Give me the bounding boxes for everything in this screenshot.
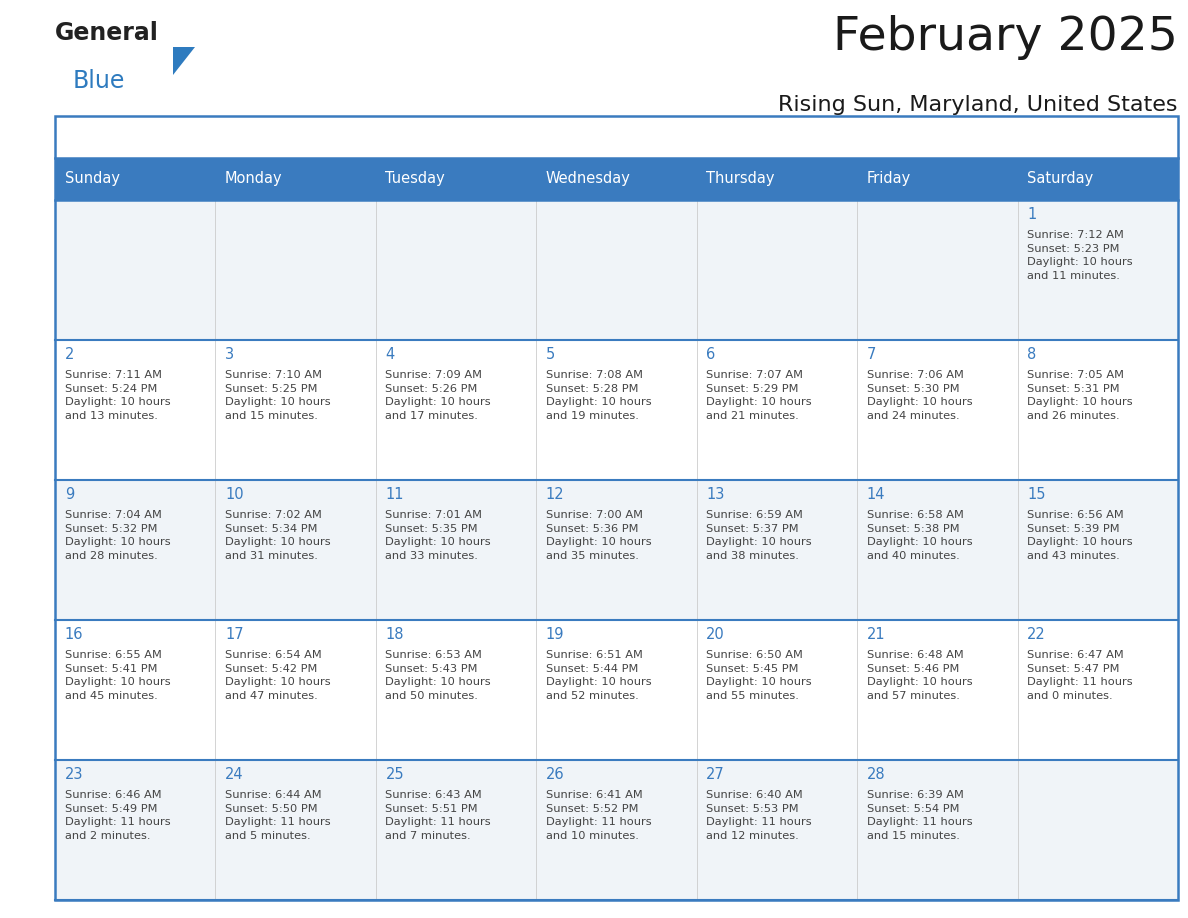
Text: Sunrise: 7:06 AM
Sunset: 5:30 PM
Daylight: 10 hours
and 24 minutes.: Sunrise: 7:06 AM Sunset: 5:30 PM Dayligh… — [867, 370, 973, 420]
Text: 27: 27 — [707, 767, 725, 782]
Text: Sunrise: 6:40 AM
Sunset: 5:53 PM
Daylight: 11 hours
and 12 minutes.: Sunrise: 6:40 AM Sunset: 5:53 PM Dayligh… — [707, 790, 811, 841]
Text: Sunrise: 7:05 AM
Sunset: 5:31 PM
Daylight: 10 hours
and 26 minutes.: Sunrise: 7:05 AM Sunset: 5:31 PM Dayligh… — [1028, 370, 1133, 420]
Text: Sunrise: 6:41 AM
Sunset: 5:52 PM
Daylight: 11 hours
and 10 minutes.: Sunrise: 6:41 AM Sunset: 5:52 PM Dayligh… — [546, 790, 651, 841]
Text: 13: 13 — [707, 487, 725, 502]
Text: 8: 8 — [1028, 347, 1036, 362]
Bar — [55, 340, 1178, 480]
Text: Sunrise: 6:55 AM
Sunset: 5:41 PM
Daylight: 10 hours
and 45 minutes.: Sunrise: 6:55 AM Sunset: 5:41 PM Dayligh… — [64, 650, 170, 700]
Text: 3: 3 — [225, 347, 234, 362]
Text: Sunrise: 7:08 AM
Sunset: 5:28 PM
Daylight: 10 hours
and 19 minutes.: Sunrise: 7:08 AM Sunset: 5:28 PM Dayligh… — [546, 370, 651, 420]
Text: 10: 10 — [225, 487, 244, 502]
Text: 28: 28 — [867, 767, 885, 782]
Bar — [55, 158, 215, 200]
Text: 15: 15 — [1028, 487, 1045, 502]
Text: 25: 25 — [385, 767, 404, 782]
Text: Monday: Monday — [225, 172, 283, 186]
Text: Sunrise: 7:09 AM
Sunset: 5:26 PM
Daylight: 10 hours
and 17 minutes.: Sunrise: 7:09 AM Sunset: 5:26 PM Dayligh… — [385, 370, 491, 420]
Text: Sunrise: 6:46 AM
Sunset: 5:49 PM
Daylight: 11 hours
and 2 minutes.: Sunrise: 6:46 AM Sunset: 5:49 PM Dayligh… — [64, 790, 170, 841]
Text: 26: 26 — [546, 767, 564, 782]
Bar — [55, 200, 1178, 340]
Bar — [215, 158, 375, 200]
Bar — [1018, 158, 1178, 200]
Text: 5: 5 — [546, 347, 555, 362]
Text: 19: 19 — [546, 627, 564, 642]
Bar — [55, 116, 1178, 900]
Text: 11: 11 — [385, 487, 404, 502]
Text: Sunrise: 7:02 AM
Sunset: 5:34 PM
Daylight: 10 hours
and 31 minutes.: Sunrise: 7:02 AM Sunset: 5:34 PM Dayligh… — [225, 510, 330, 561]
Text: 20: 20 — [707, 627, 725, 642]
Text: 4: 4 — [385, 347, 394, 362]
Text: Sunrise: 6:54 AM
Sunset: 5:42 PM
Daylight: 10 hours
and 47 minutes.: Sunrise: 6:54 AM Sunset: 5:42 PM Dayligh… — [225, 650, 330, 700]
Text: 7: 7 — [867, 347, 876, 362]
Text: Sunrise: 7:11 AM
Sunset: 5:24 PM
Daylight: 10 hours
and 13 minutes.: Sunrise: 7:11 AM Sunset: 5:24 PM Dayligh… — [64, 370, 170, 420]
Bar — [55, 620, 1178, 760]
Text: Blue: Blue — [72, 69, 126, 93]
Text: 22: 22 — [1028, 627, 1045, 642]
Text: Sunrise: 6:44 AM
Sunset: 5:50 PM
Daylight: 11 hours
and 5 minutes.: Sunrise: 6:44 AM Sunset: 5:50 PM Dayligh… — [225, 790, 330, 841]
Text: Sunrise: 6:53 AM
Sunset: 5:43 PM
Daylight: 10 hours
and 50 minutes.: Sunrise: 6:53 AM Sunset: 5:43 PM Dayligh… — [385, 650, 491, 700]
Text: Wednesday: Wednesday — [546, 172, 631, 186]
Text: Sunrise: 6:56 AM
Sunset: 5:39 PM
Daylight: 10 hours
and 43 minutes.: Sunrise: 6:56 AM Sunset: 5:39 PM Dayligh… — [1028, 510, 1133, 561]
Bar — [55, 480, 1178, 620]
Text: Tuesday: Tuesday — [385, 172, 446, 186]
Text: 14: 14 — [867, 487, 885, 502]
Text: February 2025: February 2025 — [833, 15, 1178, 60]
Text: Sunrise: 7:12 AM
Sunset: 5:23 PM
Daylight: 10 hours
and 11 minutes.: Sunrise: 7:12 AM Sunset: 5:23 PM Dayligh… — [1028, 230, 1133, 281]
Text: 16: 16 — [64, 627, 83, 642]
Text: 2: 2 — [64, 347, 74, 362]
Text: Sunrise: 7:00 AM
Sunset: 5:36 PM
Daylight: 10 hours
and 35 minutes.: Sunrise: 7:00 AM Sunset: 5:36 PM Dayligh… — [546, 510, 651, 561]
Bar — [858, 158, 1018, 200]
Text: Sunrise: 6:43 AM
Sunset: 5:51 PM
Daylight: 11 hours
and 7 minutes.: Sunrise: 6:43 AM Sunset: 5:51 PM Dayligh… — [385, 790, 491, 841]
Text: Sunrise: 7:10 AM
Sunset: 5:25 PM
Daylight: 10 hours
and 15 minutes.: Sunrise: 7:10 AM Sunset: 5:25 PM Dayligh… — [225, 370, 330, 420]
Text: Sunrise: 6:39 AM
Sunset: 5:54 PM
Daylight: 11 hours
and 15 minutes.: Sunrise: 6:39 AM Sunset: 5:54 PM Dayligh… — [867, 790, 973, 841]
Text: 9: 9 — [64, 487, 74, 502]
Text: 23: 23 — [64, 767, 83, 782]
Text: Sunrise: 7:07 AM
Sunset: 5:29 PM
Daylight: 10 hours
and 21 minutes.: Sunrise: 7:07 AM Sunset: 5:29 PM Dayligh… — [707, 370, 811, 420]
Text: 24: 24 — [225, 767, 244, 782]
Bar — [55, 760, 1178, 900]
Text: Sunrise: 6:48 AM
Sunset: 5:46 PM
Daylight: 10 hours
and 57 minutes.: Sunrise: 6:48 AM Sunset: 5:46 PM Dayligh… — [867, 650, 973, 700]
Bar — [375, 158, 536, 200]
Text: 17: 17 — [225, 627, 244, 642]
Text: Thursday: Thursday — [707, 172, 775, 186]
Text: 6: 6 — [707, 347, 715, 362]
Text: General: General — [55, 21, 159, 45]
Text: Sunrise: 6:59 AM
Sunset: 5:37 PM
Daylight: 10 hours
and 38 minutes.: Sunrise: 6:59 AM Sunset: 5:37 PM Dayligh… — [707, 510, 811, 561]
Text: Rising Sun, Maryland, United States: Rising Sun, Maryland, United States — [778, 95, 1178, 115]
Text: Sunrise: 6:50 AM
Sunset: 5:45 PM
Daylight: 10 hours
and 55 minutes.: Sunrise: 6:50 AM Sunset: 5:45 PM Dayligh… — [707, 650, 811, 700]
Text: Sunrise: 6:51 AM
Sunset: 5:44 PM
Daylight: 10 hours
and 52 minutes.: Sunrise: 6:51 AM Sunset: 5:44 PM Dayligh… — [546, 650, 651, 700]
Text: 18: 18 — [385, 627, 404, 642]
Polygon shape — [173, 47, 195, 75]
Text: 21: 21 — [867, 627, 885, 642]
Text: Sunrise: 6:58 AM
Sunset: 5:38 PM
Daylight: 10 hours
and 40 minutes.: Sunrise: 6:58 AM Sunset: 5:38 PM Dayligh… — [867, 510, 973, 561]
Text: Sunrise: 7:01 AM
Sunset: 5:35 PM
Daylight: 10 hours
and 33 minutes.: Sunrise: 7:01 AM Sunset: 5:35 PM Dayligh… — [385, 510, 491, 561]
Text: Saturday: Saturday — [1028, 172, 1093, 186]
Text: Sunday: Sunday — [64, 172, 120, 186]
Text: Sunrise: 6:47 AM
Sunset: 5:47 PM
Daylight: 11 hours
and 0 minutes.: Sunrise: 6:47 AM Sunset: 5:47 PM Dayligh… — [1028, 650, 1133, 700]
Bar — [696, 158, 858, 200]
Text: 1: 1 — [1028, 207, 1036, 222]
Text: 12: 12 — [546, 487, 564, 502]
Text: Sunrise: 7:04 AM
Sunset: 5:32 PM
Daylight: 10 hours
and 28 minutes.: Sunrise: 7:04 AM Sunset: 5:32 PM Dayligh… — [64, 510, 170, 561]
Text: Friday: Friday — [867, 172, 911, 186]
Bar — [536, 158, 696, 200]
